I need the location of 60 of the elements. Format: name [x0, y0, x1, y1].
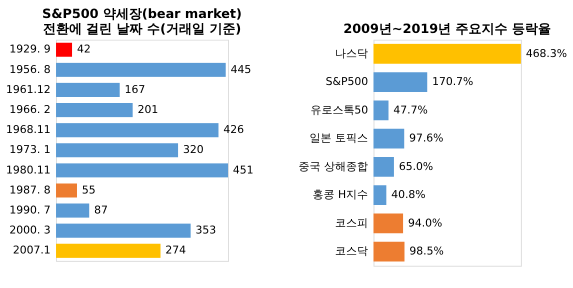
y-tick-label: 코스피: [335, 216, 368, 230]
bar: [56, 183, 77, 198]
bar: [373, 156, 394, 177]
data-label: 87: [94, 204, 108, 217]
data-label: 65.0%: [398, 160, 434, 173]
data-label: 426: [223, 123, 244, 136]
data-label: 55: [82, 183, 96, 196]
y-tick-label: 1966. 2: [9, 103, 51, 116]
data-label: 201: [138, 103, 158, 116]
y-tick-label: 일본 토픽스: [310, 132, 368, 145]
data-label: 42: [76, 42, 91, 56]
y-tick-label: 홍콩 H지수: [312, 188, 368, 202]
y-tick-label: 1980.11: [6, 163, 51, 176]
y-tick-label: 2000. 3: [9, 224, 51, 237]
y-tick-label: 중국 상해종합: [298, 160, 368, 173]
y-tick-label: 1990. 7: [9, 204, 51, 217]
data-label: 274: [165, 244, 186, 257]
bar: [373, 242, 404, 262]
bar: [373, 128, 404, 148]
y-tick-label: 코스닥: [335, 244, 368, 258]
data-label: 320: [182, 143, 204, 156]
data-label: 47.7%: [393, 103, 428, 116]
data-label: 94.0%: [408, 216, 442, 230]
bar: [56, 103, 133, 118]
y-tick-label: 1956. 8: [9, 62, 51, 76]
bar: [56, 204, 90, 218]
y-tick-label: S&P500: [326, 75, 368, 88]
bar: [56, 163, 228, 178]
data-label: 445: [230, 62, 252, 76]
y-tick-label: 유로스톡50: [310, 103, 368, 116]
data-label: 167: [124, 82, 146, 96]
bar: [373, 100, 388, 120]
y-tick-label: 나스닥: [335, 46, 368, 60]
y-tick-label: 1961.12: [6, 82, 51, 96]
data-label: 170.7%: [432, 75, 474, 88]
data-label: 468.3%: [526, 46, 567, 60]
bar: [373, 72, 428, 92]
bar: [56, 224, 191, 238]
y-tick-label: 2007.1: [12, 244, 51, 257]
y-tick-label: 1968.11: [6, 123, 51, 136]
data-label: 451: [232, 163, 254, 176]
bar: [56, 42, 72, 57]
chart-title: 2009년~2019년 주요지수 등락율: [343, 22, 552, 37]
bar: [373, 44, 521, 64]
data-label: 353: [196, 224, 216, 237]
bar: [56, 62, 226, 77]
data-label: 97.6%: [409, 132, 444, 145]
bar: [373, 213, 404, 234]
bar: [56, 123, 218, 138]
bar: [373, 185, 386, 205]
y-tick-label: 1987. 8: [9, 183, 51, 196]
y-tick-label: 1929. 9: [9, 42, 51, 56]
text: S&P500 약세장(bear market): [42, 7, 242, 22]
bar: [56, 82, 120, 97]
y-tick-label: 1973. 1: [9, 143, 51, 156]
data-label: 40.8%: [391, 188, 426, 202]
bar: [56, 143, 178, 158]
bar: [56, 244, 161, 258]
text: 전환에 걸린 날짜 수(거래일 기준): [42, 22, 242, 37]
data-label: 98.5%: [409, 244, 444, 258]
